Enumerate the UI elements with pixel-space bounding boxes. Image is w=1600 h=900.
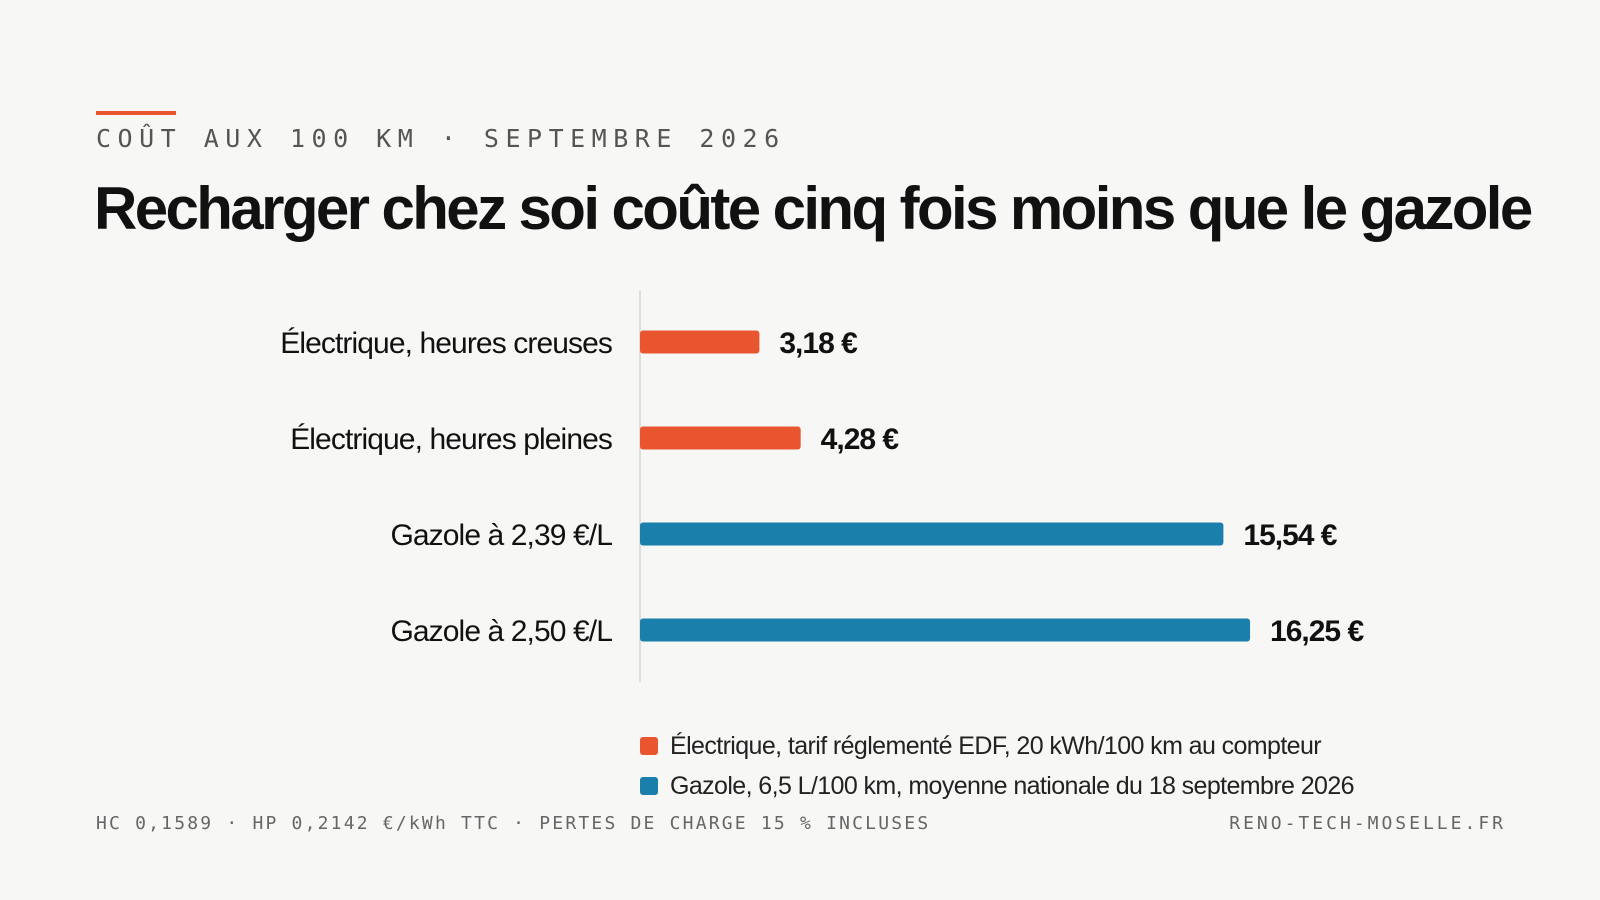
bar-category-label: Électrique, heures creuses <box>280 327 612 360</box>
legend-label-gazole: Gazole, 6,5 L/100 km, moyenne nationale … <box>670 771 1355 800</box>
legend-label-electrique: Électrique, tarif réglementé EDF, 20 kWh… <box>670 731 1322 760</box>
chart-kicker: COÛT AUX 100 KM · SEPTEMBRE 2026 <box>96 124 786 153</box>
chart-title: Recharger chez soi coûte cinq fois moins… <box>94 175 1533 242</box>
legend-swatch-electrique <box>640 737 658 755</box>
footer-site: RENO-TECH-MOSELLE.FR <box>1229 813 1506 834</box>
legend-item-gazole: Gazole, 6,5 L/100 km, moyenne nationale … <box>640 766 1355 806</box>
bar-value-label: 15,54 € <box>1243 519 1337 552</box>
bar-gazole <box>640 522 1224 546</box>
legend-swatch-gazole <box>640 777 658 795</box>
legend-item-electrique: Électrique, tarif réglementé EDF, 20 kWh… <box>640 726 1354 766</box>
bar-value-label: 4,28 € <box>821 423 900 456</box>
footer-note: HC 0,1589 · HP 0,2142 €/kWh TTC · PERTES… <box>96 813 931 834</box>
bar-category-label: Électrique, heures pleines <box>290 423 612 456</box>
bar-value-label: 16,25 € <box>1270 615 1364 648</box>
bar-value-label: 3,18 € <box>779 327 858 360</box>
accent-line <box>96 111 176 115</box>
bar-chart: Électrique, heures creuses 3,18 € Électriq… <box>280 290 1365 682</box>
bar-category-label: Gazole à 2,39 €/L <box>390 519 612 552</box>
bar-electrique <box>640 426 801 450</box>
bar-electrique <box>640 330 760 354</box>
bar-gazole <box>640 618 1251 642</box>
chart-legend: Électrique, tarif réglementé EDF, 20 kWh… <box>640 726 1355 806</box>
bar-category-label: Gazole à 2,50 €/L <box>390 615 612 648</box>
